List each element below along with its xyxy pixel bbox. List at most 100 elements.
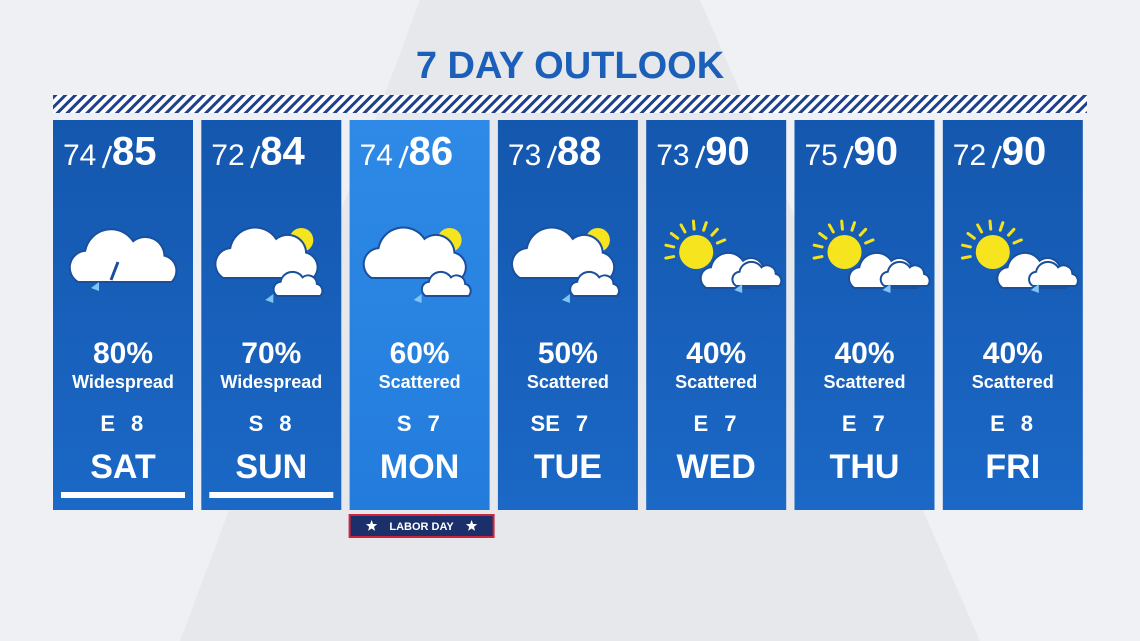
sun-ray — [966, 231, 976, 240]
wind-dir: E — [842, 411, 857, 436]
sun-ray — [960, 255, 972, 260]
star — [465, 520, 478, 531]
sun-ray — [998, 221, 1005, 232]
card-bg — [497, 120, 638, 510]
wind-speed: 8 — [279, 411, 291, 436]
cloud — [420, 270, 472, 297]
rain-chance: 40% — [834, 337, 894, 370]
wind-dir: SE — [531, 411, 560, 436]
day-name: SAT — [90, 448, 156, 486]
sun-ray — [1006, 227, 1016, 237]
day-card: 73 90 40%Scattered E 7 WED — [646, 120, 787, 510]
weather-icon — [960, 219, 1079, 293]
sun-ray — [669, 231, 680, 240]
coverage: Scattered — [379, 372, 461, 392]
rain-drop — [1030, 284, 1039, 293]
wind-dir: S — [249, 411, 264, 436]
day-card: 75 90 40%Scattered E 7 THU — [794, 120, 935, 510]
wind-speed: 8 — [131, 411, 143, 436]
day-name: THU — [830, 448, 900, 486]
weather-icon — [362, 226, 472, 303]
day-card: 74 85 80%Widespread E 8 SAT — [53, 120, 193, 510]
high-temp: 90 — [705, 130, 750, 174]
cloud — [1028, 260, 1079, 287]
rain-chance: 60% — [390, 337, 450, 370]
card-bg — [53, 120, 193, 510]
weather-icon — [664, 219, 783, 293]
coverage: Widespread — [72, 372, 174, 392]
cloud — [214, 226, 319, 279]
low-temp: 74 — [360, 139, 393, 172]
sun-ray — [840, 219, 844, 231]
sun — [827, 235, 862, 269]
rain-drop — [265, 294, 274, 303]
rain-chance: 70% — [241, 337, 301, 370]
high-temp: 88 — [557, 130, 602, 174]
lightning — [109, 261, 120, 281]
low-temp: 75 — [805, 139, 838, 172]
day-name: MON — [380, 448, 459, 486]
banner-bg — [348, 514, 495, 538]
rain-drop — [91, 282, 99, 291]
low-temp: 74 — [63, 139, 96, 172]
cloud — [272, 270, 324, 297]
day-name: WED — [677, 448, 756, 486]
low-temp: 73 — [508, 139, 541, 172]
star — [365, 520, 378, 531]
high-temp: 85 — [112, 130, 157, 174]
temp-slash — [398, 145, 409, 169]
day-card: 73 88 50%Scattered SE 7 TUE — [497, 120, 638, 510]
sun-ray — [664, 255, 676, 260]
high-temp: 86 — [409, 130, 454, 174]
hatch-bar — [53, 95, 1087, 113]
coverage: Widespread — [220, 372, 322, 392]
high-temp: 84 — [260, 130, 305, 174]
wind-speed: 7 — [724, 411, 736, 436]
wind-dir: E — [694, 411, 709, 436]
sun-ray — [818, 231, 828, 240]
rain-drop — [734, 284, 743, 293]
day-card: 72 90 40%Scattered E 8 FRI — [942, 120, 1083, 510]
holiday-label: LABOR DAY — [389, 521, 454, 533]
wind-speed: 8 — [1021, 411, 1033, 436]
rain-drop — [561, 294, 570, 303]
high-temp: 90 — [1002, 130, 1047, 174]
sun-ray — [858, 227, 868, 237]
card-bg — [349, 120, 490, 510]
temp-slash — [250, 145, 261, 169]
cloud — [68, 228, 178, 283]
sun-ray — [850, 221, 857, 232]
weather-icon — [511, 226, 620, 303]
rain-chance: 80% — [93, 337, 153, 370]
rain-chance: 40% — [686, 337, 746, 370]
sun-ray — [976, 223, 984, 234]
low-temp: 73 — [656, 139, 689, 172]
sun-ray — [702, 221, 708, 232]
sun-ray — [864, 238, 875, 245]
temp-slash — [991, 145, 1002, 169]
coverage: Scattered — [675, 372, 757, 392]
card-bg — [942, 120, 1083, 510]
coverage: Scattered — [972, 372, 1054, 392]
sun-ray — [961, 243, 972, 249]
sun-ray — [710, 227, 719, 237]
cloud — [569, 270, 620, 297]
sun-ray — [812, 255, 824, 260]
coverage: Scattered — [823, 372, 905, 392]
rain-drop — [413, 294, 422, 303]
temp-slash — [695, 145, 706, 169]
temp-slash — [101, 145, 113, 169]
cloud — [511, 226, 616, 279]
day-card: 74 86 60%Scattered S 7 MON — [349, 120, 490, 510]
cloud — [731, 260, 783, 287]
sun-ray — [827, 223, 835, 234]
sun-ray — [664, 243, 676, 249]
wind-dir: E — [990, 411, 1005, 436]
sun-ray — [715, 238, 727, 245]
sun-ray — [1012, 238, 1023, 245]
card-bg — [201, 120, 342, 510]
rain-drop — [882, 284, 891, 293]
wind-speed: 7 — [873, 411, 885, 436]
